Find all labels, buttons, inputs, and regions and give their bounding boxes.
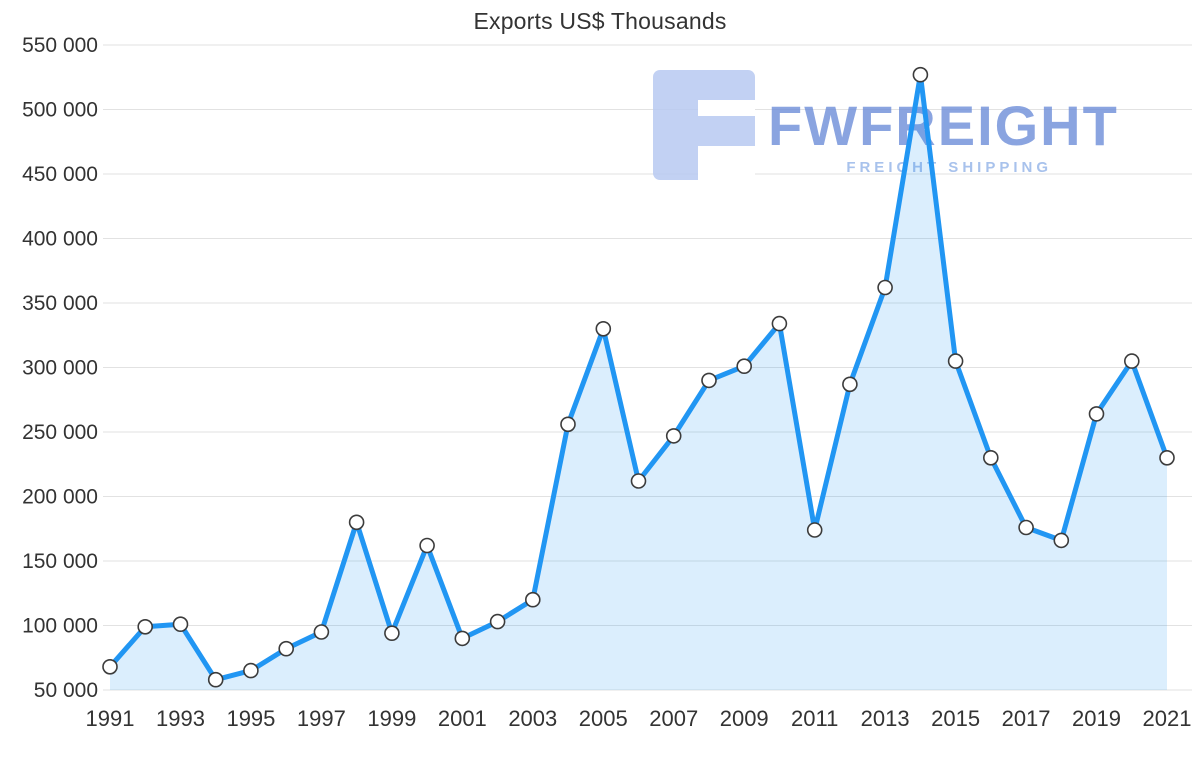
x-tick-label: 2019 [1072,706,1121,731]
y-tick-label: 450 000 [22,163,98,186]
chart-title: Exports US$ Thousands [473,8,727,34]
y-tick-label: 250 000 [22,421,98,444]
data-point[interactable] [842,376,858,393]
data-point[interactable] [489,613,506,630]
gridlines [103,44,1192,691]
data-point[interactable] [1159,449,1175,466]
data-point[interactable] [736,358,753,375]
area-fill [110,74,1167,690]
x-tick-label: 2013 [861,706,910,731]
y-tick-label: 350 000 [22,292,98,315]
data-point[interactable] [454,630,471,647]
data-point[interactable] [1053,532,1070,549]
data-point[interactable] [630,473,647,489]
watermark: FWFREIGHT FREIGHT SHIPPING [653,70,1119,180]
data-point[interactable] [1088,406,1105,422]
x-tick-label: 2021 [1143,706,1192,731]
data-point[interactable] [137,618,153,635]
data-point[interactable] [419,537,435,554]
x-tick-label: 2015 [931,706,980,731]
data-point[interactable] [524,591,541,608]
x-tick-label: 1995 [226,706,275,731]
x-tick-label: 2017 [1002,706,1051,731]
data-point[interactable] [243,662,259,679]
x-tick-label: 2011 [791,706,838,731]
x-tick-label: 2003 [508,706,557,731]
data-point[interactable] [806,522,823,538]
x-tick-label: 1991 [86,706,135,731]
x-tick-label: 2001 [438,706,487,731]
watermark-logo-icon [653,70,755,180]
data-point[interactable] [982,449,999,466]
data-point[interactable] [1124,353,1140,369]
data-point[interactable] [313,624,330,640]
axis-labels: 50 000 100 000 150 000 200 000 250 000 300 00… [22,34,1191,731]
data-point[interactable] [877,279,893,296]
y-tick-label: 100 000 [22,615,98,638]
watermark-tagline-text: FREIGHT SHIPPING [846,159,1052,176]
x-tick-label: 2009 [720,706,769,731]
data-point[interactable] [172,616,189,633]
y-tick-label: 500 000 [22,99,98,122]
data-point[interactable] [595,320,612,337]
data-point[interactable] [912,66,929,83]
y-tick-label: 550 000 [22,34,98,57]
data-point[interactable] [102,658,118,675]
data-point[interactable] [278,640,295,657]
y-tick-label: 150 000 [22,550,98,573]
exports-series [102,66,1175,690]
data-point[interactable] [384,625,400,642]
data-point[interactable] [348,514,365,531]
data-point[interactable] [1018,519,1034,536]
x-tick-label: 2007 [649,706,698,731]
y-tick-label: 300 000 [22,357,98,380]
x-tick-label: 1999 [367,706,416,731]
data-point[interactable] [701,372,717,389]
x-tick-label: 1993 [156,706,205,731]
y-tick-label: 50 000 [34,679,98,702]
y-tick-label: 200 000 [22,486,98,509]
data-point[interactable] [560,416,576,433]
data-point[interactable] [665,428,682,444]
x-tick-label: 1997 [297,706,346,731]
watermark-brand-text: FWFREIGHT [768,94,1119,157]
data-point[interactable] [207,671,224,688]
data-point[interactable] [771,315,788,332]
data-point[interactable] [947,353,964,369]
y-tick-label: 400 000 [22,228,98,251]
x-tick-label: 2005 [579,706,628,731]
